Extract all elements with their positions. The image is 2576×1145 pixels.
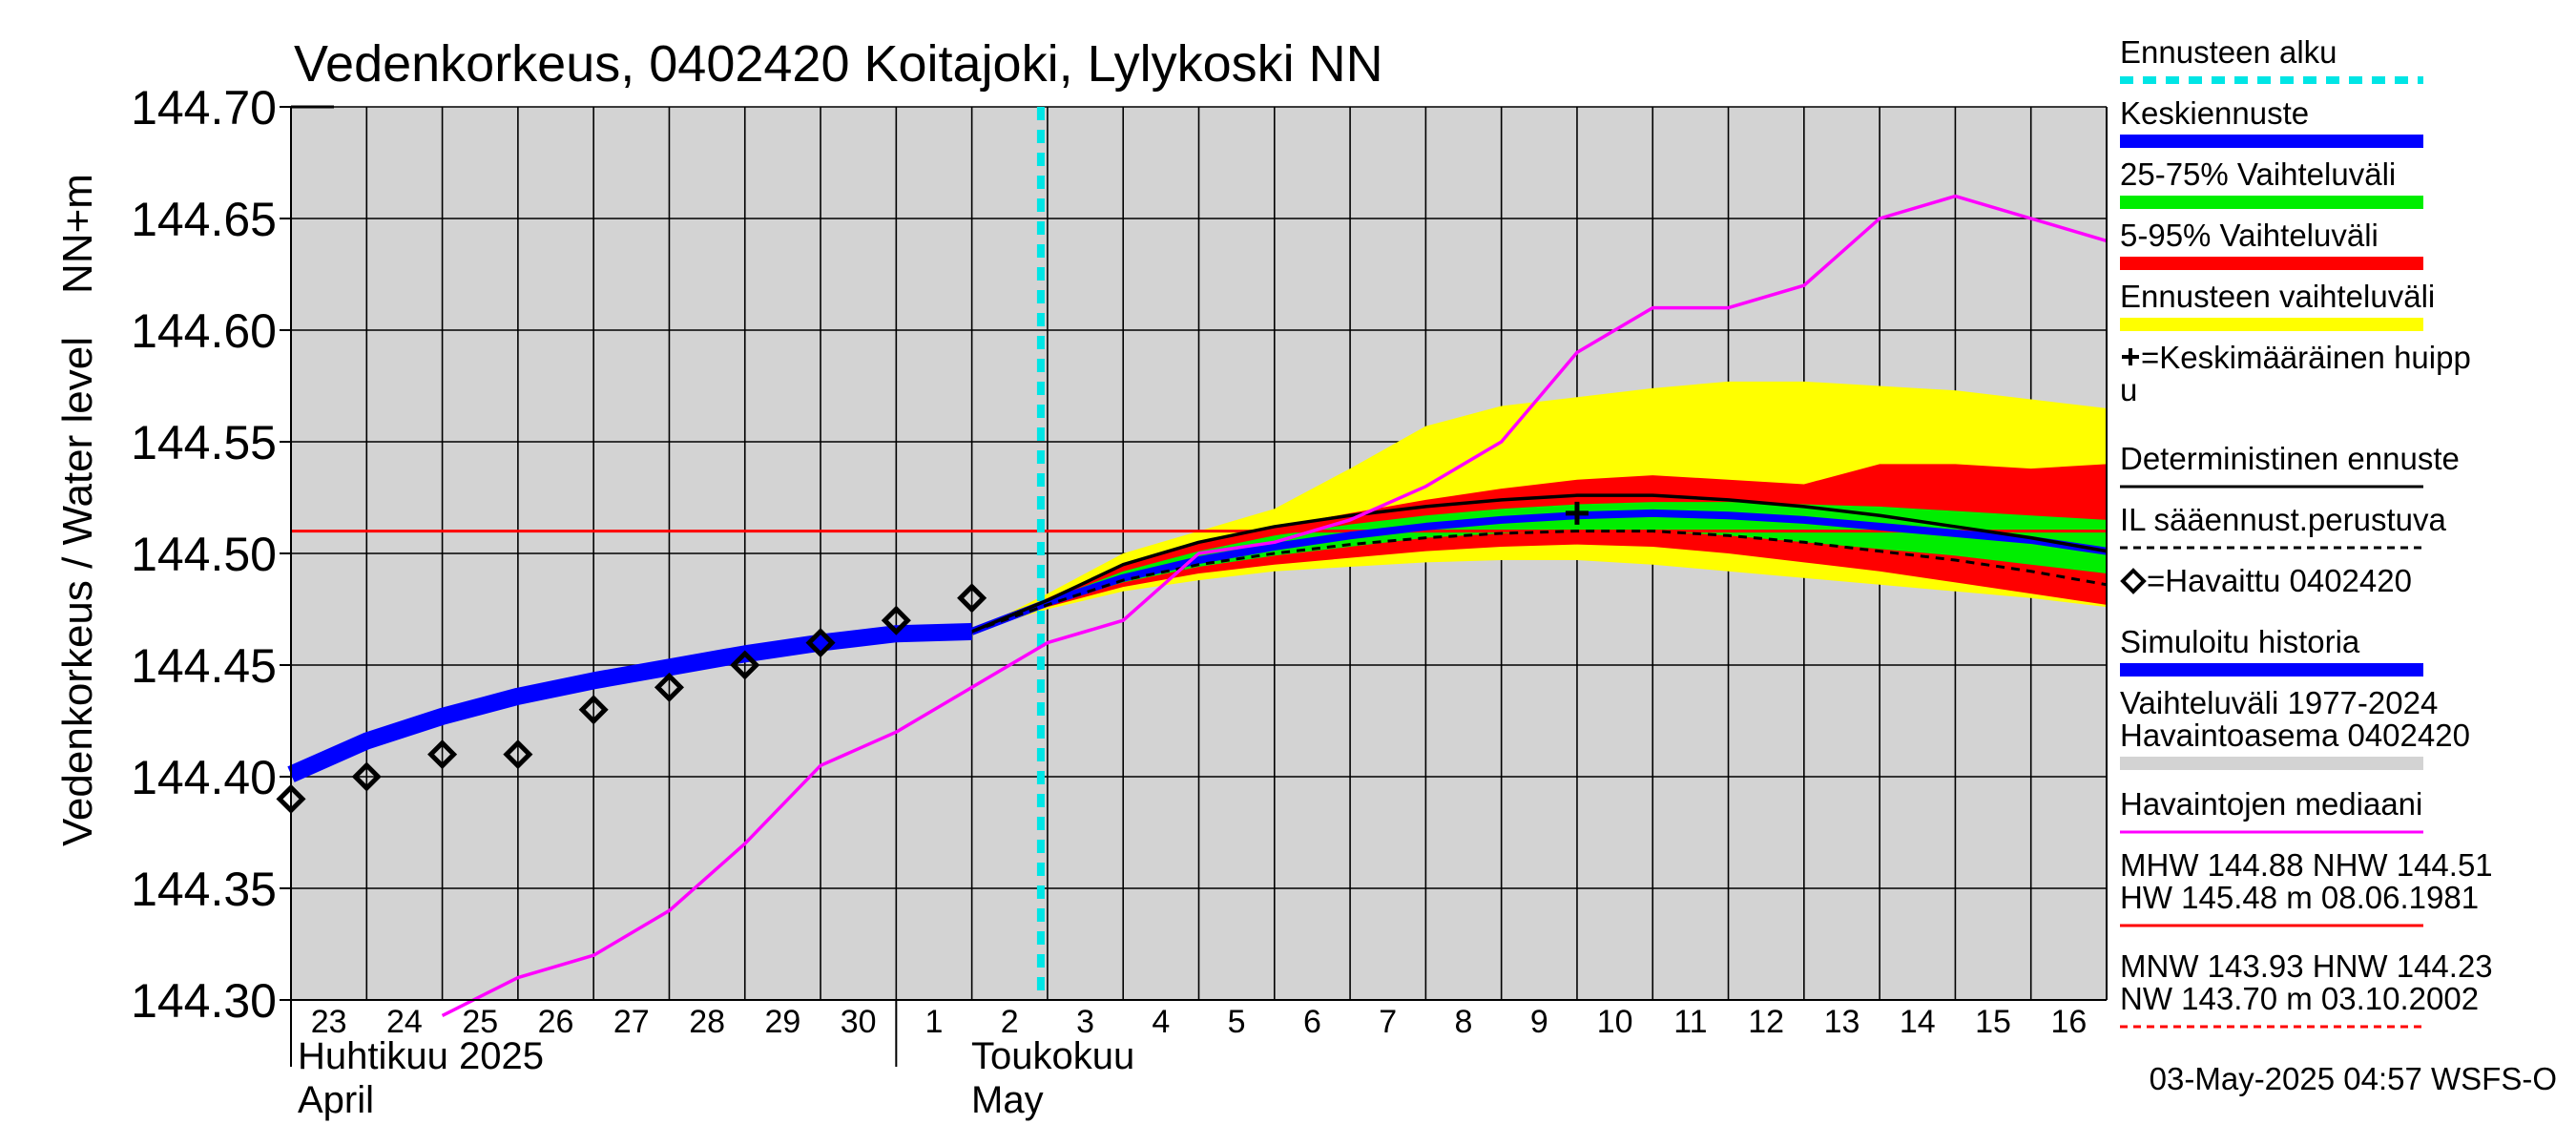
legend-label-line2: NW 143.70 m 03.10.2002 xyxy=(2120,981,2479,1016)
legend-item-ennusteen-vaihteluv-li: Ennusteen vaihteluväli xyxy=(2120,279,2435,331)
x-tick-label: 15 xyxy=(1975,1004,2011,1040)
y-tick-label: 144.45 xyxy=(131,639,277,693)
observed-point xyxy=(427,739,458,770)
x-tick-label: 6 xyxy=(1303,1004,1321,1040)
observed-point xyxy=(351,761,382,792)
observed-point xyxy=(881,605,911,635)
x-tick-label: 30 xyxy=(841,1004,877,1040)
legend-label: Deterministinen ennuste xyxy=(2120,441,2460,476)
x-tick-label: 24 xyxy=(386,1004,423,1040)
month-label-fi-may: Toukokuu xyxy=(971,1035,1134,1077)
x-tick-label: 10 xyxy=(1597,1004,1633,1040)
x-tick-label: 13 xyxy=(1824,1004,1860,1040)
y-axis-unit: NN+m xyxy=(54,174,101,294)
legend-swatch xyxy=(2120,318,2423,331)
x-tick-label: 8 xyxy=(1455,1004,1473,1040)
y-tick-label: 144.55 xyxy=(131,416,277,469)
month-label-en-april: April xyxy=(298,1079,374,1121)
x-tick-label: 14 xyxy=(1900,1004,1936,1040)
legend-item-havaintojen-mediaani: Havaintojen mediaani xyxy=(2120,786,2423,834)
legend-label: MNW 143.93 HNW 144.23 xyxy=(2120,948,2493,984)
month-label-fi-april: Huhtikuu 2025 xyxy=(298,1035,544,1077)
legend-label-line2: u xyxy=(2120,372,2137,407)
legend-item-25-75-vaihteluv-li: 25-75% Vaihteluväli xyxy=(2120,156,2423,209)
legend-label: =Keskimääräinen huipp xyxy=(2141,340,2471,375)
legend-label-line2: Havaintoasema 0402420 xyxy=(2120,718,2470,753)
legend-item-il-s-ennust-perustuva: IL sääennust.perustuva xyxy=(2120,502,2446,550)
observed-point xyxy=(730,650,760,680)
x-tick-label: 3 xyxy=(1076,1004,1094,1040)
legend-swatch xyxy=(2120,568,2147,594)
legend-swatch xyxy=(2120,257,2423,270)
mean-peak-marker xyxy=(1565,501,1589,525)
observed-point xyxy=(503,739,533,770)
y-tick-label: 144.60 xyxy=(131,304,277,358)
legend-item-5-95-vaihteluv-li: 5-95% Vaihteluväli xyxy=(2120,218,2423,270)
x-tick-label: 2 xyxy=(1001,1004,1019,1040)
legend-label: MHW 144.88 NHW 144.51 xyxy=(2120,847,2493,883)
x-tick-label: 26 xyxy=(538,1004,574,1040)
x-tick-label: 29 xyxy=(764,1004,800,1040)
legend-item-havaittu-0402420: =Havaittu 0402420 xyxy=(2120,563,2412,598)
legend-label: 5-95% Vaihteluväli xyxy=(2120,218,2379,253)
timestamp-footer: 03-May-2025 04:57 WSFS-O xyxy=(2150,1061,2557,1096)
x-tick-label: 16 xyxy=(2050,1004,2087,1040)
legend-label: 25-75% Vaihteluväli xyxy=(2120,156,2396,192)
x-tick-label: 5 xyxy=(1228,1004,1246,1040)
x-tick-label: 7 xyxy=(1379,1004,1397,1040)
observed-point xyxy=(654,672,684,702)
legend-label: Vaihteluväli 1977-2024 xyxy=(2120,685,2438,720)
legend-label: =Havaittu 0402420 xyxy=(2147,563,2412,598)
observed-point xyxy=(957,583,987,614)
observed-point xyxy=(578,695,609,725)
legend-swatch xyxy=(2120,757,2423,770)
series-line-simuloitu-historia xyxy=(287,622,972,782)
x-tick-label: 1 xyxy=(925,1004,944,1040)
legend-item-deterministinen-ennuste: Deterministinen ennuste xyxy=(2120,441,2460,489)
x-tick-label: 4 xyxy=(1152,1004,1170,1040)
legend-label: IL sääennust.perustuva xyxy=(2120,502,2446,537)
legend-label: Ennusteen alku xyxy=(2120,34,2337,70)
legend-item-vaihteluv-li-1977-2024: Vaihteluväli 1977-2024 Havaintoasema 040… xyxy=(2120,685,2470,770)
legend-swatch xyxy=(2120,663,2423,677)
legend-label: Keskiennuste xyxy=(2120,95,2309,131)
legend-label: Ennusteen vaihteluväli xyxy=(2120,279,2435,314)
y-tick-label: 144.50 xyxy=(131,528,277,581)
x-tick-label: 28 xyxy=(689,1004,725,1040)
legend-item-keskiennuste: Keskiennuste xyxy=(2120,95,2423,148)
legend-item-ennusteen-alku: Ennusteen alku xyxy=(2120,34,2423,84)
x-tick-label: 27 xyxy=(613,1004,650,1040)
legend: Ennusteen alku Keskiennuste 25-75% Vaihtel… xyxy=(2120,34,2493,1029)
legend-label: Havaintojen mediaani xyxy=(2120,786,2422,822)
legend-swatch xyxy=(2120,196,2423,209)
y-tick-label: 144.65 xyxy=(131,193,277,246)
y-tick-label: 144.35 xyxy=(131,863,277,916)
series-line-deterministinen-ennuste xyxy=(970,493,2108,634)
x-tick-label: 23 xyxy=(311,1004,347,1040)
series-line-havaintojen-mediaani xyxy=(441,194,2108,1017)
y-tick-label: 144.40 xyxy=(131,751,277,804)
x-tick-label: 11 xyxy=(1673,1004,1707,1040)
y-axis-label: Vedenkorkeus / Water level xyxy=(54,337,101,846)
band-25-75-vaihteluv-li xyxy=(971,502,2107,632)
legend-swatch xyxy=(2120,135,2423,148)
series-line-keskiennuste xyxy=(970,509,2108,635)
legend-label-line2: HW 145.48 m 08.06.1981 xyxy=(2120,880,2479,915)
month-label-en-may: May xyxy=(971,1079,1044,1121)
x-tick-label: 25 xyxy=(462,1004,498,1040)
legend-item-simuloitu-historia: Simuloitu historia xyxy=(2120,624,2423,677)
x-tick-label: 9 xyxy=(1530,1004,1548,1040)
legend-label: Simuloitu historia xyxy=(2120,624,2360,659)
y-tick-label: 144.30 xyxy=(131,974,277,1028)
observed-point xyxy=(805,628,836,658)
chart-title: Vedenkorkeus, 0402420 Koitajoki, Lylykos… xyxy=(294,35,1383,93)
y-tick-label: 144.70 xyxy=(131,81,277,135)
x-tick-label: 12 xyxy=(1748,1004,1784,1040)
